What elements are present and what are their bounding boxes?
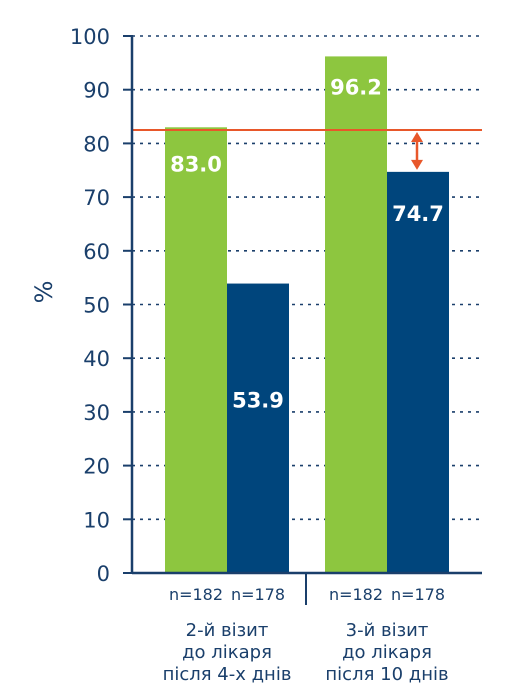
y-tick-label: 30 [83,401,110,425]
y-tick-label: 50 [83,294,110,318]
y-tick-label: 60 [83,240,110,264]
n-label: n=178 [391,585,445,604]
group-label: після 10 днів [325,664,448,685]
bar-g1-b0 [325,56,387,573]
group-label: до лікаря [182,642,272,663]
y-axis-title: % [30,281,58,304]
bar-g1-b1 [387,171,449,573]
y-tick-label: 100 [70,25,110,49]
n-label: n=182 [169,585,223,604]
n-label: n=178 [231,585,285,604]
bar-value-label: 96.2 [330,75,382,99]
arrow-head-down [411,159,423,170]
group-label: 3-й візит [346,620,429,641]
y-tick-label: 90 [83,79,110,103]
bar-value-label: 53.9 [232,389,284,413]
bar-g0-b1 [227,283,289,573]
n-label: n=182 [329,585,383,604]
y-tick-label: 70 [83,186,110,210]
group-label: після 4-х днів [163,664,292,685]
y-tick-label: 40 [83,347,110,371]
group-label: до лікаря [342,642,432,663]
bar-value-label: 83.0 [170,152,222,176]
bar-g0-b0 [165,127,227,573]
bar-value-label: 74.7 [392,202,444,226]
y-tick-label: 20 [83,455,110,479]
y-tick-label: 80 [83,132,110,156]
y-tick-label: 10 [83,508,110,532]
arrow-head-up [411,131,423,142]
y-tick-label: 0 [97,562,110,586]
group-label: 2-й візит [186,620,269,641]
